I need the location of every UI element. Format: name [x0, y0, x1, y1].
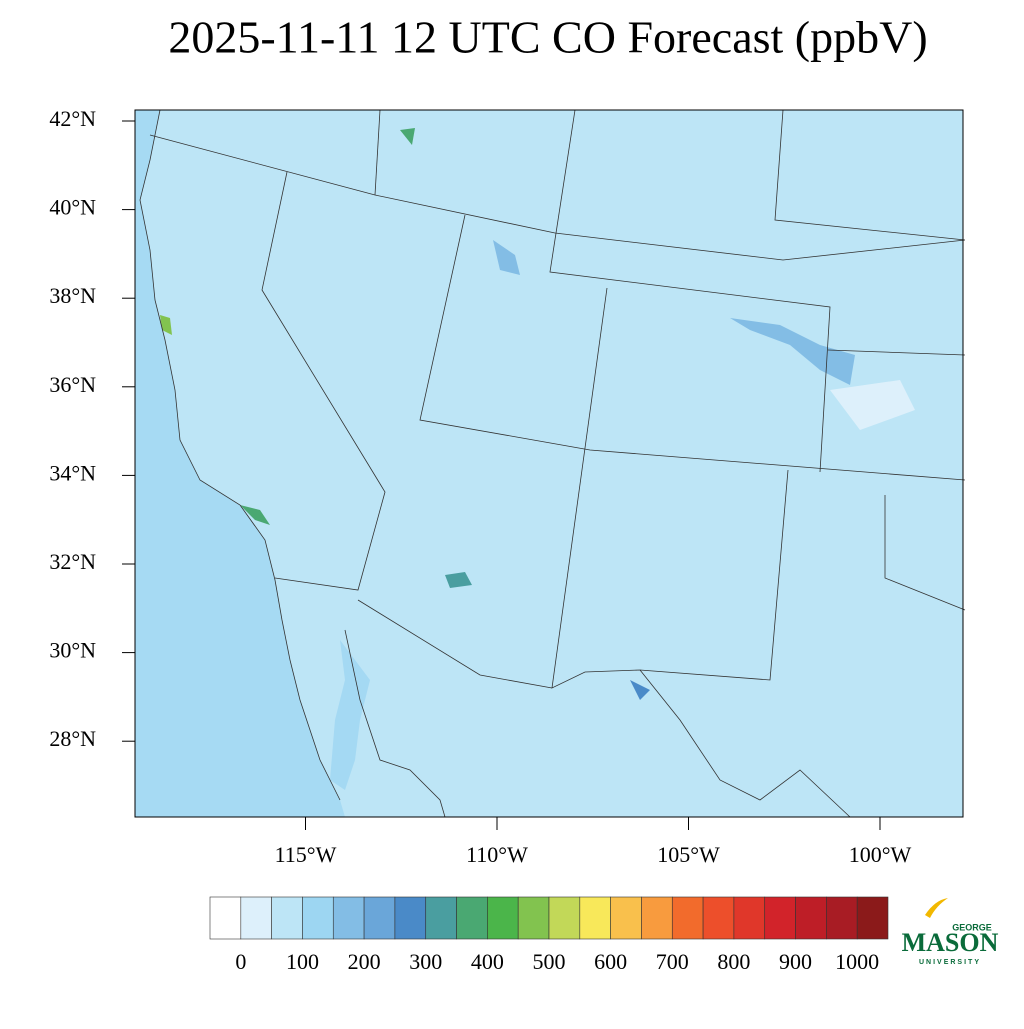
colorbar-swatch [517, 896, 550, 940]
colorbar-label: 200 [348, 949, 381, 974]
colorbar-swatch [363, 896, 396, 940]
colorbar-swatch [702, 896, 735, 940]
map-frame [134, 109, 964, 818]
colorbar-label: 300 [409, 949, 442, 974]
colorbar-swatch [764, 896, 796, 940]
colorbar-swatch [271, 896, 303, 940]
logo-main: MASON [902, 928, 999, 957]
logo-top: GEORGE [952, 922, 992, 932]
logo: GEORGE MASON UNIVERSITY [902, 898, 999, 966]
colorbar-swatch [641, 896, 673, 940]
colorbar-swatch [394, 896, 427, 940]
colorbar-swatch [579, 896, 611, 940]
colorbar-swatch [487, 896, 519, 940]
colorbar-swatch [456, 896, 488, 940]
colorbar-swatch [240, 896, 272, 940]
colorbar-swatch [671, 896, 704, 940]
lat-label: 40°N [49, 195, 96, 220]
colorbar-label: 0 [235, 949, 246, 974]
colorbar-swatch [302, 896, 334, 940]
plume [493, 240, 520, 275]
gulf-shading [330, 640, 370, 790]
colorbar-swatch [332, 896, 365, 940]
clean-area [830, 380, 915, 430]
coastal-shading [135, 110, 345, 817]
borders [139, 109, 966, 818]
colorbar-label: 600 [594, 949, 627, 974]
lon-label: 110°W [466, 842, 528, 867]
plume [630, 680, 650, 700]
colorbar-swatch [856, 896, 889, 940]
colorbar-label: 500 [533, 949, 566, 974]
lon-label: 115°W [275, 842, 337, 867]
lon-label: 105°W [657, 842, 720, 867]
lat-label: 38°N [49, 283, 96, 308]
colorbar-swatch [826, 896, 858, 940]
logo-bottom: UNIVERSITY [919, 959, 981, 966]
plume [445, 572, 472, 588]
colorbar-swatch [425, 896, 457, 940]
colorbar-swatch [610, 896, 642, 940]
plume [160, 315, 172, 335]
colorbar: 0 100 200 300 400 500 600 700 800 900 1000 [209, 896, 889, 974]
colorbar-label: 800 [717, 949, 750, 974]
colorbar-swatch [548, 896, 581, 940]
title: 2025-11-11 12 UTC CO Forecast (ppbV) [168, 12, 927, 63]
lat-label: 28°N [49, 726, 96, 751]
colorbar-swatch [733, 896, 766, 940]
lat-label: 30°N [49, 638, 96, 663]
colorbar-label: 1000 [835, 949, 879, 974]
map-axes: 42°N 40°N 38°N 36°N 34°N 32°N 30°N 28°N 115°W 110… [49, 106, 911, 867]
logo-flame [925, 898, 948, 918]
plume [400, 128, 415, 145]
colorbar-label: 700 [656, 949, 689, 974]
colorbar-label: 900 [779, 949, 812, 974]
plume [730, 318, 855, 385]
lat-label: 36°N [49, 372, 96, 397]
plume [240, 505, 270, 525]
colorbar-swatch [209, 896, 242, 940]
colorbar-label: 100 [286, 949, 319, 974]
lon-label: 100°W [849, 842, 912, 867]
lat-label: 34°N [49, 460, 96, 485]
lat-label: 32°N [49, 549, 96, 574]
colorbar-label: 400 [471, 949, 504, 974]
map [134, 109, 966, 818]
colorbar-swatch [795, 896, 827, 940]
lat-label: 42°N [49, 106, 96, 131]
